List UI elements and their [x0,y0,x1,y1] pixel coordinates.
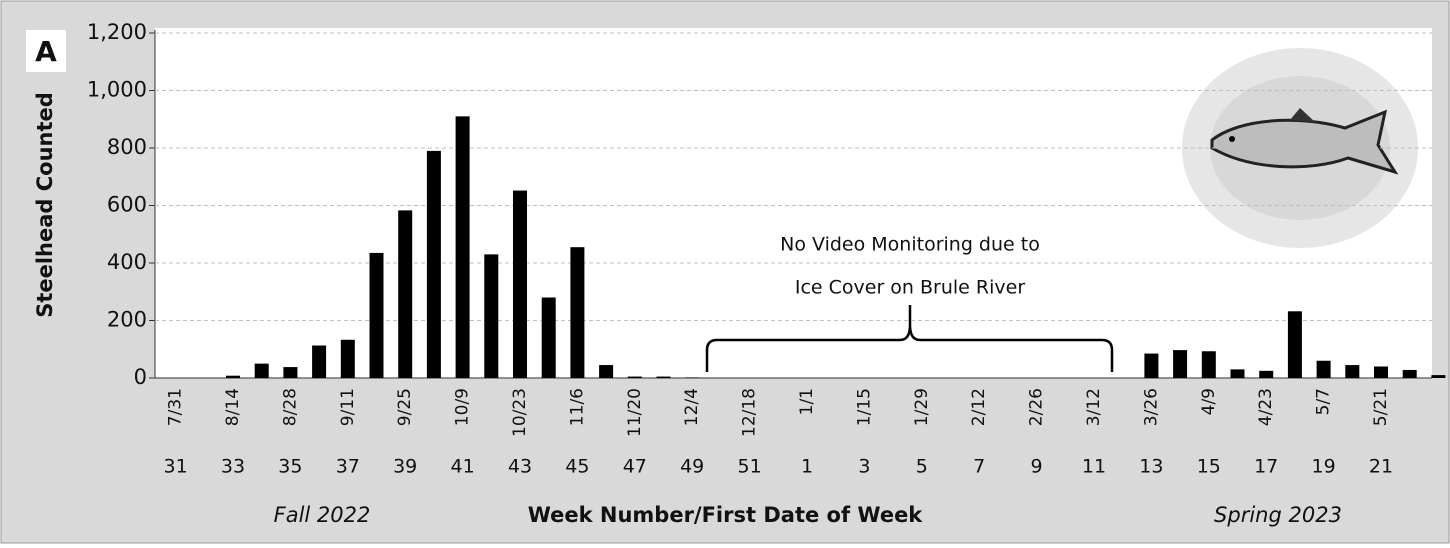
x-date-label: 11/6 [567,388,587,426]
bar [1144,354,1158,378]
x-tick-label: 49 [680,456,704,478]
bar [1345,365,1359,378]
x-tick-label: 41 [451,456,475,478]
bar [657,377,671,378]
x-date-label: 5/21 [1371,388,1391,426]
x-tick-label: 37 [336,456,360,478]
bar [398,210,412,378]
y-tick-label: 0 [134,365,147,389]
y-tick-label: 200 [107,308,147,332]
x-tick-label: 13 [1139,456,1163,478]
x-date-label: 4/9 [1199,388,1219,415]
x-tick-label: 35 [278,456,302,478]
x-tick-label: 3 [858,456,870,478]
x-axis-title: Week Number/First Date of Week [528,503,924,527]
x-tick-label: 19 [1312,456,1336,478]
x-date-label: 1/29 [912,388,932,426]
bar [599,365,613,378]
x-date-label: 7/31 [166,388,186,426]
panel-label: A [35,35,57,68]
x-date-label: 2/12 [969,388,989,426]
bar [1431,375,1445,378]
x-tick-label: 5 [916,456,928,478]
x-tick-label: 45 [565,456,589,478]
bar [341,340,355,378]
bar [685,377,699,378]
x-date-label: 8/28 [280,388,300,426]
x-date-label: 11/20 [625,388,645,437]
period-label: Spring 2023 [1214,503,1342,527]
bar [370,253,384,378]
bar [1202,351,1216,378]
y-tick-label: 400 [107,250,147,274]
x-tick-label: 43 [508,456,532,478]
bar [1231,369,1245,378]
x-date-label: 12/18 [740,388,760,437]
x-date-label: 3/12 [1084,388,1104,426]
bar [513,191,527,378]
bar [1288,311,1302,378]
bar [484,254,498,378]
bar [570,247,584,378]
bar [542,298,556,379]
fish-eye [1229,136,1235,142]
bar [1259,371,1273,378]
bar [628,377,642,378]
x-tick-label: 1 [801,456,813,478]
bar [1317,361,1331,378]
x-tick-label: 31 [164,456,188,478]
x-date-label: 4/23 [1256,388,1276,426]
x-date-label: 10/23 [510,388,530,437]
bar [427,151,441,378]
x-tick-label: 21 [1369,456,1393,478]
y-axis-title: Steelhead Counted [33,92,57,318]
x-date-label: 2/26 [1027,388,1047,426]
bar [1403,370,1417,378]
x-date-label: 8/14 [223,388,243,426]
y-tick-label: 1,200 [87,20,147,44]
x-date-label: 3/26 [1141,388,1161,426]
bar [456,116,470,378]
x-date-label: 9/25 [395,388,415,426]
x-date-label: 1/15 [854,388,874,426]
x-tick-label: 15 [1197,456,1221,478]
x-tick-label: 33 [221,456,245,478]
x-date-label: 5/7 [1314,388,1334,415]
y-tick-label: 800 [107,135,147,159]
x-date-label: 12/4 [682,388,702,426]
period-label: Fall 2022 [274,503,371,527]
bar [283,367,297,378]
x-tick-label: 47 [623,456,647,478]
bar [312,346,326,378]
annotation: Ice Cover on Brule River [795,277,1025,299]
x-date-label: 9/11 [338,388,358,426]
bar [1374,367,1388,379]
x-tick-label: 39 [393,456,417,478]
x-tick-label: 7 [973,456,985,478]
bar [226,376,240,378]
x-date-label: 1/1 [797,388,817,415]
x-tick-label: 9 [1031,456,1043,478]
page: A No Video Monitoring due to Ice Cover o… [0,0,1450,548]
y-tick-label: 600 [107,193,147,217]
bar [1173,350,1187,378]
annotation: No Video Monitoring due to [780,234,1040,256]
x-tick-label: 11 [1082,456,1106,478]
x-date-label: 10/9 [453,388,473,426]
x-tick-label: 17 [1254,456,1278,478]
chart: A No Video Monitoring due to Ice Cover o… [0,0,1450,544]
y-tick-label: 1,000 [87,78,147,102]
x-tick-label: 51 [738,456,762,478]
bar [255,364,269,378]
